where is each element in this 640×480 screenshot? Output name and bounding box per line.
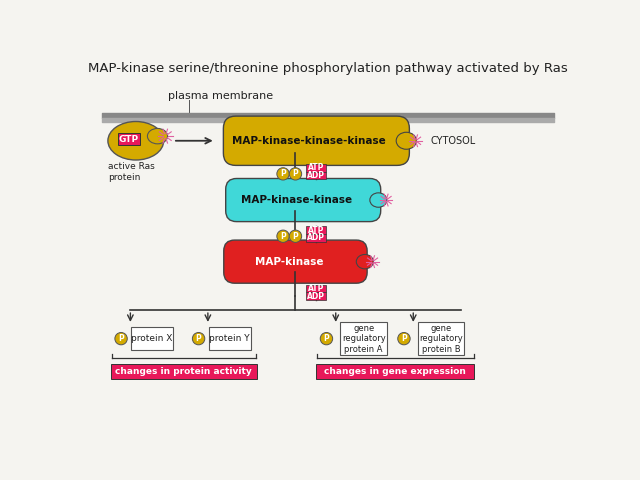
Text: ATP: ATP xyxy=(308,226,324,235)
Text: P: P xyxy=(401,334,407,343)
Text: P: P xyxy=(196,334,202,343)
FancyBboxPatch shape xyxy=(131,327,173,350)
FancyBboxPatch shape xyxy=(224,240,367,283)
FancyBboxPatch shape xyxy=(307,234,326,241)
Text: P: P xyxy=(280,169,286,179)
FancyBboxPatch shape xyxy=(340,323,387,355)
Text: P: P xyxy=(280,232,286,241)
Text: MAP-kinase: MAP-kinase xyxy=(255,257,323,267)
Text: P: P xyxy=(292,232,298,241)
Circle shape xyxy=(115,333,127,345)
Text: ADP: ADP xyxy=(307,292,325,301)
Text: protein X: protein X xyxy=(131,334,173,343)
Circle shape xyxy=(397,333,410,345)
Text: P: P xyxy=(118,334,124,343)
Text: CYTOSOL: CYTOSOL xyxy=(430,136,476,146)
Text: gene
regulatory
protein B: gene regulatory protein B xyxy=(419,324,463,354)
Text: changes in gene expression: changes in gene expression xyxy=(324,367,467,376)
Text: gene
regulatory
protein A: gene regulatory protein A xyxy=(342,324,385,354)
Ellipse shape xyxy=(396,132,417,149)
Text: active Ras
protein: active Ras protein xyxy=(108,162,155,182)
FancyBboxPatch shape xyxy=(226,179,381,222)
Text: ADP: ADP xyxy=(307,233,325,242)
Circle shape xyxy=(320,333,333,345)
Circle shape xyxy=(193,333,205,345)
FancyBboxPatch shape xyxy=(418,323,465,355)
Circle shape xyxy=(289,168,301,180)
FancyBboxPatch shape xyxy=(307,226,326,234)
Ellipse shape xyxy=(370,193,387,207)
Text: P: P xyxy=(324,334,330,343)
Ellipse shape xyxy=(147,129,168,144)
Ellipse shape xyxy=(108,121,164,160)
Text: MAP-kinase-kinase-kinase: MAP-kinase-kinase-kinase xyxy=(232,136,385,146)
Text: plasma membrane: plasma membrane xyxy=(168,91,273,101)
Circle shape xyxy=(277,230,289,242)
FancyBboxPatch shape xyxy=(111,364,257,380)
FancyBboxPatch shape xyxy=(307,285,326,292)
FancyBboxPatch shape xyxy=(209,327,250,350)
Ellipse shape xyxy=(356,254,373,269)
Text: MAP-kinase-kinase: MAP-kinase-kinase xyxy=(241,195,353,205)
Text: MAP-kinase serine/threonine phosphorylation pathway activated by Ras: MAP-kinase serine/threonine phosphorylat… xyxy=(88,62,568,75)
Text: GTP: GTP xyxy=(119,135,139,144)
Text: ATP: ATP xyxy=(308,284,324,293)
FancyBboxPatch shape xyxy=(223,116,410,166)
FancyBboxPatch shape xyxy=(118,133,140,145)
FancyBboxPatch shape xyxy=(307,292,326,300)
FancyBboxPatch shape xyxy=(316,364,474,380)
Circle shape xyxy=(289,230,301,242)
Text: ATP: ATP xyxy=(308,163,324,172)
Text: changes in protein activity: changes in protein activity xyxy=(115,367,252,376)
FancyBboxPatch shape xyxy=(307,164,326,171)
Text: ADP: ADP xyxy=(307,171,325,180)
Circle shape xyxy=(277,168,289,180)
FancyBboxPatch shape xyxy=(307,171,326,179)
Text: P: P xyxy=(292,169,298,179)
Text: protein Y: protein Y xyxy=(209,334,250,343)
